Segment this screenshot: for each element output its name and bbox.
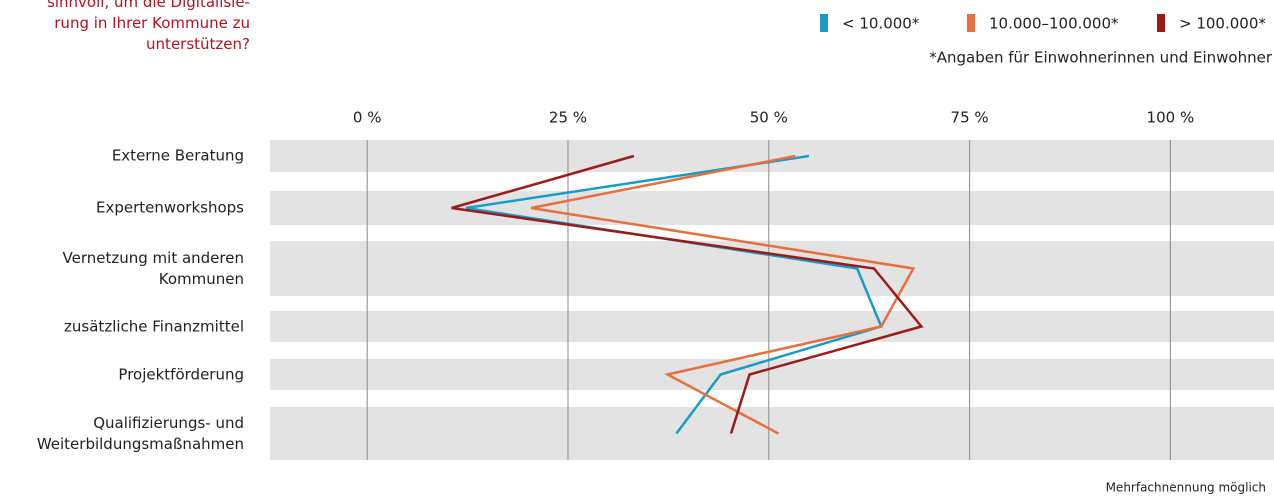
x-tick-label: 75 %: [951, 109, 989, 127]
series-line: [451, 154, 924, 434]
footnote: Mehrfachnennung möglich: [1106, 481, 1266, 495]
legend-swatch: [820, 14, 828, 32]
category-label: Vernetzung mit anderen Kommunen: [62, 248, 244, 288]
x-tick-label: 100 %: [1147, 109, 1195, 127]
legend-label: < 10.000*: [842, 15, 920, 33]
legend-label: 10.000–100.000*: [989, 15, 1119, 33]
x-tick-label: 50 %: [750, 109, 788, 127]
row-band: [270, 241, 1274, 296]
row-band: [270, 140, 1274, 172]
row-band: [270, 311, 1274, 342]
note: *Angaben für Einwohnerinnen und Einwohne…: [929, 49, 1273, 67]
category-label: Externe Beratung: [111, 146, 244, 165]
category-label: Qualifizierungs- und Weiterbildungsmaßna…: [36, 413, 244, 453]
row-band: [270, 407, 1274, 460]
title-line: sinnvoll, um die Digitalisie-: [47, 0, 250, 11]
x-tick-label: 25 %: [549, 109, 587, 127]
title-line: rung in Ihrer Kommune zu: [54, 14, 250, 32]
x-tick-label: 0 %: [353, 109, 382, 127]
row-band: [270, 191, 1274, 225]
row-band: [270, 359, 1274, 390]
legend-swatch: [1157, 14, 1165, 32]
category-label: Expertenworkshops: [95, 198, 244, 217]
legend-swatch: [967, 14, 975, 32]
category-label: zusätzliche Finanzmittel: [64, 317, 244, 335]
title-line: unterstützen?: [146, 35, 250, 53]
category-label: Projektförderung: [118, 365, 244, 383]
series-line: [465, 154, 883, 435]
legend-label: > 100.000*: [1179, 15, 1266, 33]
